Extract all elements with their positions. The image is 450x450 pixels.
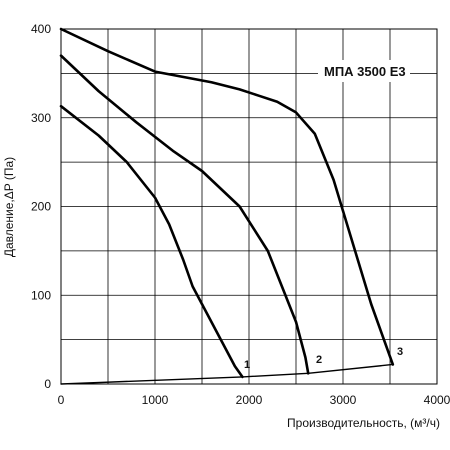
curve-label-3: 3 bbox=[397, 346, 403, 358]
y-tick-label: 200 bbox=[31, 200, 51, 214]
plot-frame bbox=[60, 28, 438, 385]
fan-curve-2 bbox=[59, 54, 310, 375]
series-group bbox=[59, 27, 395, 385]
system-characteristic-line bbox=[60, 363, 394, 385]
x-axis-label: Производительность, (м³/ч) bbox=[287, 416, 440, 430]
y-tick-label: 300 bbox=[31, 111, 51, 125]
y-tick-label: 400 bbox=[31, 22, 51, 36]
curve-label-1: 1 bbox=[244, 359, 250, 371]
x-tick-label: 0 bbox=[58, 393, 65, 407]
curve-label-2: 2 bbox=[316, 354, 322, 366]
x-tick-label: 3000 bbox=[330, 393, 357, 407]
x-tick-label: 1000 bbox=[142, 393, 169, 407]
tick-labels: 0 1000 2000 3000 4000 0 100 200 300 400 bbox=[31, 22, 450, 407]
y-tick-label: 0 bbox=[44, 377, 51, 391]
fan-curve-3 bbox=[59, 27, 395, 366]
x-tick-label: 4000 bbox=[424, 393, 450, 407]
x-tick-label: 2000 bbox=[236, 393, 263, 407]
fan-curve-1 bbox=[59, 104, 244, 379]
y-axis-label: Давление,ΔP (Па) bbox=[2, 157, 16, 257]
chart-title: МПА 3500 Е3 bbox=[324, 64, 406, 79]
chart-title-background bbox=[318, 60, 410, 82]
y-tick-label: 100 bbox=[31, 288, 51, 302]
